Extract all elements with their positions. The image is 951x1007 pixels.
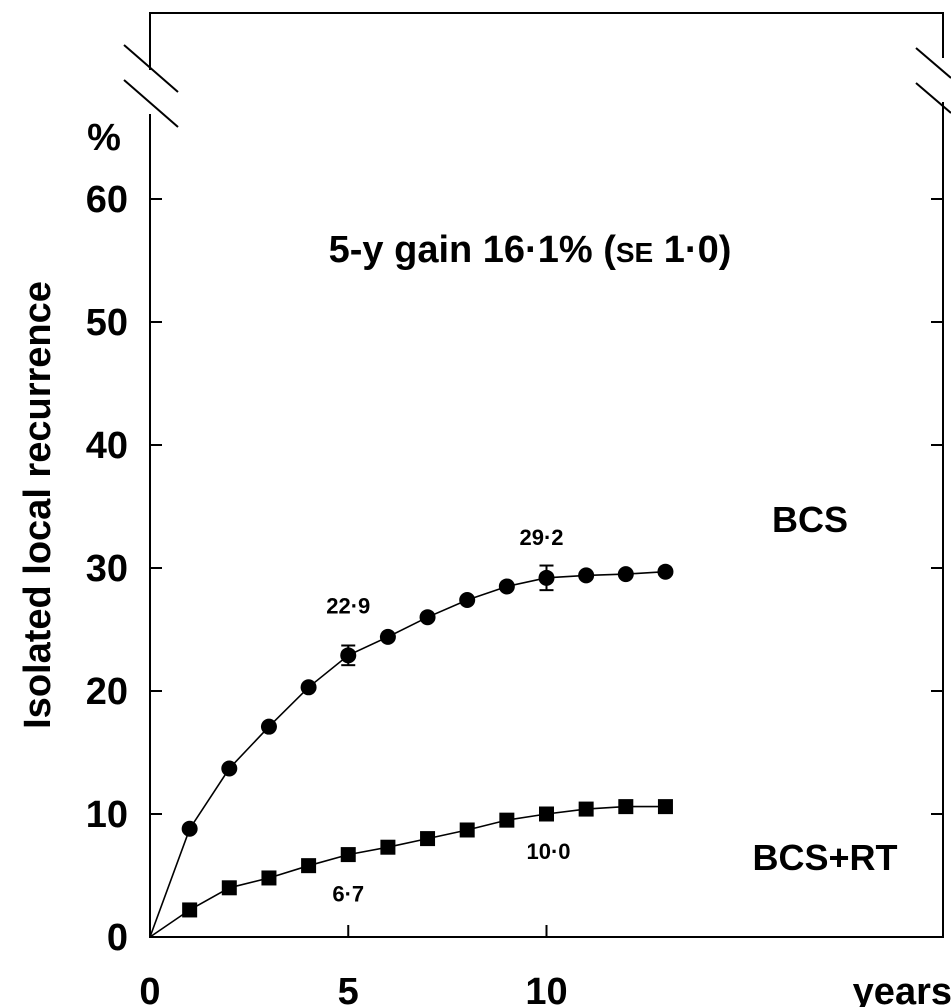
data-point — [340, 847, 356, 863]
data-point — [459, 822, 475, 838]
data-point — [657, 563, 674, 580]
axis-break-left — [123, 44, 179, 128]
data-point — [420, 831, 436, 847]
data-point — [300, 679, 317, 696]
data-point — [499, 812, 515, 828]
data-point — [380, 839, 396, 855]
value-annotation: 29·2 — [519, 525, 563, 550]
value-annotation: 6·7 — [332, 882, 364, 907]
y-tick-label: 0 — [107, 917, 128, 959]
data-point — [419, 609, 436, 626]
data-point — [618, 799, 634, 815]
y-tick-label: 20 — [86, 671, 128, 713]
data-point — [459, 591, 476, 608]
data-point — [261, 870, 277, 886]
data-point — [221, 760, 238, 777]
chart-title: 5-y gain 16·1% (SE 1·0) — [329, 229, 732, 271]
y-tick-label: 10 — [86, 794, 128, 836]
series-label: BCS — [772, 499, 848, 540]
data-point — [379, 628, 396, 645]
data-point — [578, 801, 594, 817]
y-tick-label: 50 — [86, 302, 128, 344]
data-point — [538, 569, 555, 586]
y-tick-label: 30 — [86, 548, 128, 590]
y-axis-unit: % — [87, 117, 121, 159]
value-annotation: 22·9 — [326, 593, 370, 618]
y-tick-label: 60 — [86, 179, 128, 221]
axis-break-right — [915, 47, 951, 114]
series-line-bcs-rt — [149, 805, 666, 938]
series-label: BCS+RT — [752, 837, 897, 878]
data-point — [301, 858, 317, 874]
axis-ticks: 0 10 20 30 40 50 60 0 5 10 — [86, 179, 943, 1007]
value-annotation: 10·0 — [526, 839, 570, 864]
x-tick-label: 10 — [525, 971, 567, 1007]
series-layer — [149, 563, 674, 938]
labels-layer: BCS BCS+RT 22·9 29·2 6·7 10·0 — [326, 499, 897, 907]
data-point — [657, 799, 673, 815]
data-point — [221, 880, 237, 896]
plot-frame — [149, 12, 944, 938]
data-point — [539, 806, 554, 822]
data-point — [182, 902, 198, 918]
y-tick-label: 40 — [86, 425, 128, 467]
x-tick-label: 5 — [338, 971, 359, 1007]
data-point — [617, 566, 634, 583]
data-point — [578, 567, 595, 584]
data-point — [498, 578, 515, 595]
data-point — [260, 718, 277, 735]
x-axis-label: years — [853, 971, 951, 1007]
data-point — [181, 820, 198, 837]
y-axis-label: Isolated local recurrence — [17, 281, 59, 729]
x-tick-label: 0 — [139, 971, 160, 1007]
data-point — [340, 647, 357, 664]
